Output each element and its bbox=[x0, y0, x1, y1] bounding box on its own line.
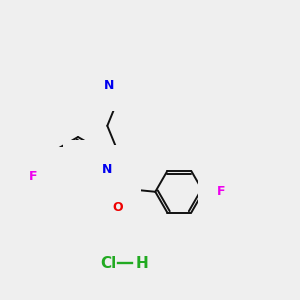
Text: N: N bbox=[102, 163, 112, 176]
Text: F: F bbox=[29, 169, 38, 182]
Text: F: F bbox=[217, 185, 226, 198]
Text: Cl: Cl bbox=[100, 256, 116, 271]
Text: O: O bbox=[112, 201, 123, 214]
Text: N: N bbox=[104, 79, 115, 92]
Text: S: S bbox=[71, 165, 80, 178]
Text: H: H bbox=[136, 256, 148, 271]
Text: N: N bbox=[82, 159, 92, 172]
